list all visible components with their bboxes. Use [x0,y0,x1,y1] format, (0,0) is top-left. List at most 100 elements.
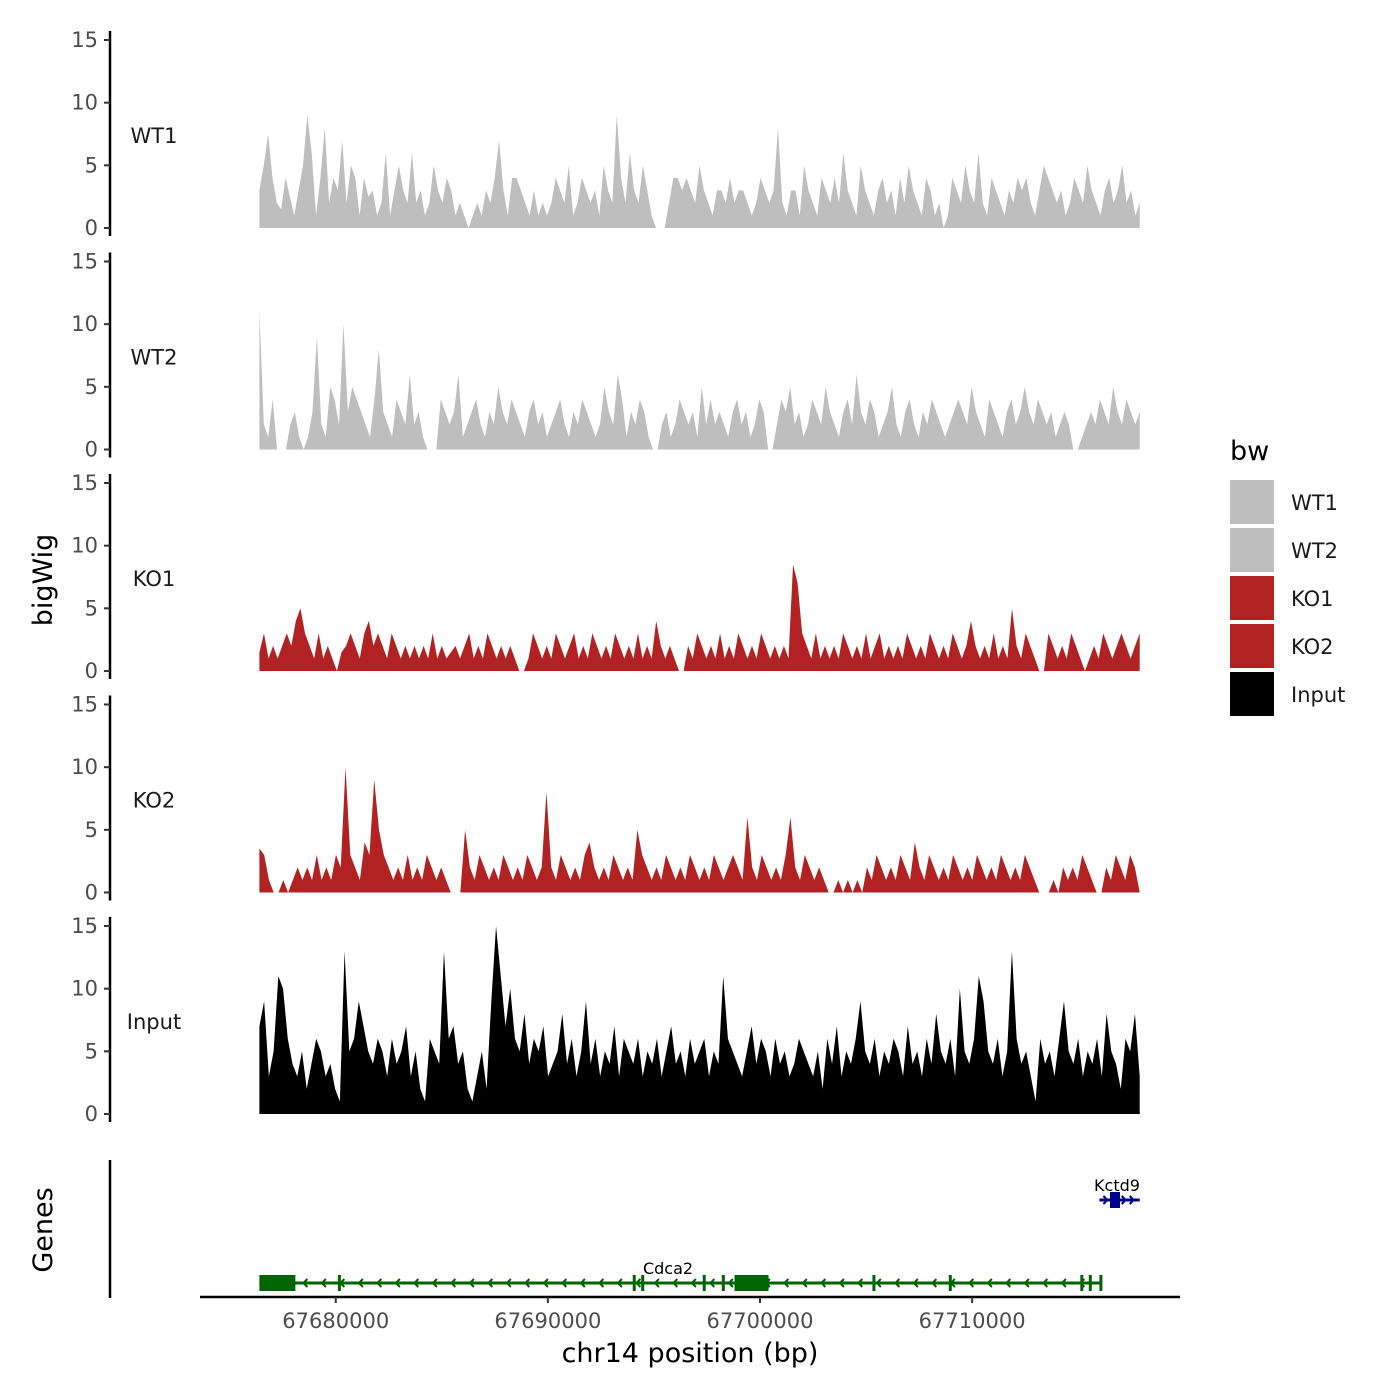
strand-arrow [949,1278,956,1288]
x-tick-label: 67710000 [919,1309,1026,1333]
strand-arrow [1102,1195,1109,1205]
signal-area-input [259,926,1140,1114]
x-axis: 67680000 67690000 67700000 67710000 [200,1295,1180,1333]
strand-arrow [579,1278,586,1288]
strand-arrow [875,1278,882,1288]
legend-swatch [1230,576,1274,620]
y-tick-label: 15 [71,250,98,274]
strand-arrow [338,1278,346,1288]
y-tick-label: 15 [71,693,98,717]
exon-mark [872,1275,876,1291]
strand-arrow [301,1278,309,1288]
gene-kctd9: Kctd9 [1094,1176,1140,1208]
strand-arrow [912,1278,919,1288]
y-tick-label: 0 [85,1102,98,1126]
x-tick-label: 67700000 [707,1309,814,1333]
strand-arrow [597,1278,605,1288]
y-tick-label: 15 [71,471,98,495]
exon-mark [1099,1275,1103,1291]
x-tick-label: 67690000 [494,1309,601,1333]
track-ko1: 0 5 10 15 KO1 [71,471,1140,683]
signal-area-wt1 [259,115,1140,228]
gene-label: Cdca2 [643,1259,693,1278]
signal-area-ko1 [259,564,1140,671]
track-wt2: 0 5 10 15 WT2 [71,250,1140,462]
strand-arrow [560,1278,568,1288]
exon-block [734,1275,769,1291]
legend-swatch [1230,672,1274,716]
strand-arrow [782,1278,790,1288]
y-tick-label: 5 [85,1039,98,1063]
track-input: 0 5 10 15 Input [71,914,1140,1126]
strand-arrow [542,1278,549,1288]
strand-arrow [819,1278,827,1288]
y-tick-label: 10 [71,312,98,336]
y-tick-label: 10 [71,977,98,1001]
legend-label: WT2 [1291,539,1338,563]
y-tick-label: 15 [71,914,98,938]
exon-mark [641,1275,645,1291]
strand-arrow [523,1278,531,1288]
strand-arrow [1060,1278,1067,1288]
exon-mark [1088,1275,1092,1291]
exon-mark [702,1275,706,1291]
exon-mark [721,1275,725,1291]
strand-arrow [357,1278,364,1288]
strand-arrow [801,1278,808,1288]
track-label: Input [127,1010,181,1034]
track-label: KO1 [133,567,176,591]
strand-arrow [1078,1278,1086,1288]
strand-arrow [505,1278,512,1288]
y-tick-label: 5 [85,375,98,399]
strand-arrow [1041,1278,1049,1288]
strand-arrow [930,1278,938,1288]
y-tick-label: 0 [85,438,98,462]
exon-block [259,1275,296,1291]
strand-arrow [690,1278,697,1288]
strand-arrow [634,1278,642,1288]
signal-area-wt2 [259,311,1140,450]
strand-arrow [671,1278,679,1288]
strand-arrow [1004,1278,1012,1288]
strand-arrow [449,1278,457,1288]
legend: bw WT1 WT2 KO1 KO2 Input [1230,436,1345,716]
strand-arrow [375,1278,383,1288]
legend-swatch [1230,528,1274,572]
gene-cdca2: Cdca2 [259,1259,1103,1291]
y-tick-label: 0 [85,881,98,905]
y-tick-label: 10 [71,91,98,115]
track-panels: 0 5 10 15 WT1 0 5 10 15 WT2 0 5 10 15 KO1 0 5 10 15 KO2 0 5 10… [71,28,1140,1126]
strand-arrow [412,1278,420,1288]
track-label: KO2 [133,789,176,813]
y-tick-label: 5 [85,596,98,620]
exon-mark [632,1275,636,1291]
strand-arrow [1023,1278,1030,1288]
gene-label: Kctd9 [1094,1176,1140,1195]
strand-arrow [708,1278,716,1288]
strand-arrow [431,1278,438,1288]
track-label: WT1 [131,124,178,148]
legend-label: Input [1291,683,1345,707]
strand-arrow [320,1278,327,1288]
strand-arrow [986,1278,993,1288]
strand-arrow [1128,1195,1136,1205]
genes-axis-title: Genes [28,1187,59,1272]
y-tick-label: 5 [85,818,98,842]
legend-label: KO2 [1291,635,1334,659]
legend-swatch [1230,480,1274,524]
strand-arrow [727,1278,734,1288]
track-wt1: 0 5 10 15 WT1 [71,28,1140,240]
strand-arrow [1120,1195,1128,1205]
legend-label: KO1 [1291,587,1334,611]
strand-arrow [838,1278,845,1288]
strand-arrow [893,1278,901,1288]
x-axis-title: chr14 position (bp) [562,1338,819,1369]
x-tick-label: 67680000 [282,1309,389,1333]
legend-swatch [1230,624,1274,668]
strand-arrow [764,1278,771,1288]
y-tick-label: 0 [85,216,98,240]
y-tick-label: 10 [71,755,98,779]
strand-arrow [653,1278,660,1288]
strand-arrow [468,1278,475,1288]
